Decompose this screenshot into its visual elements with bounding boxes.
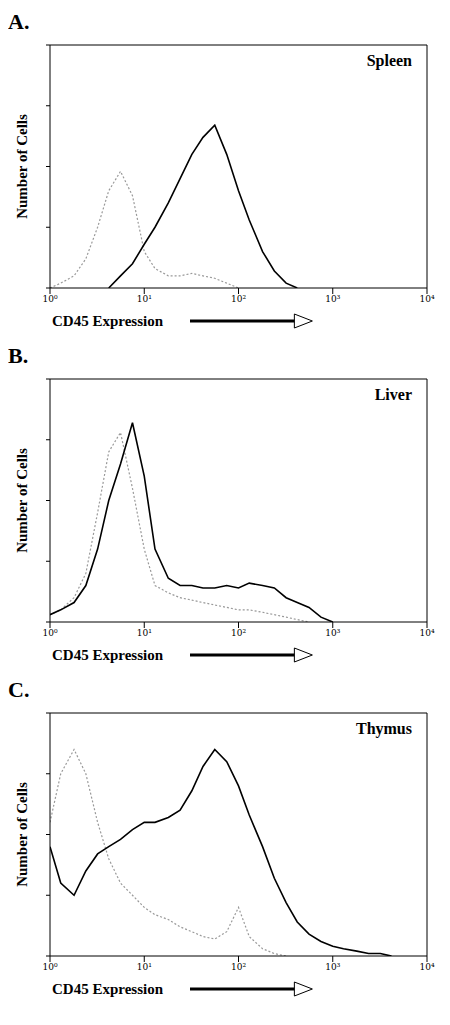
svg-text:10⁰: 10⁰ (42, 962, 57, 972)
svg-text:10⁰: 10⁰ (42, 294, 57, 304)
html-text:Spleen: Spleen (366, 52, 412, 69)
svg-text:Number of Cells: Number of Cells (14, 114, 30, 219)
html-text:C.: C. (8, 677, 30, 702)
svg-text:CD45 Expression: CD45 Expression (52, 647, 164, 663)
html-text:B.: B. (8, 343, 29, 368)
svg-text:10⁰: 10⁰ (42, 628, 57, 638)
svg-text:10⁴: 10⁴ (419, 962, 434, 972)
svg-text:10²: 10² (231, 628, 246, 638)
svg-text:10¹: 10¹ (137, 962, 152, 972)
html-text:A.: A. (8, 9, 30, 34)
html-text:Liver: Liver (374, 386, 412, 403)
svg-text:10³: 10³ (325, 294, 340, 304)
svg-text:10³: 10³ (325, 628, 340, 638)
svg-text:10⁴: 10⁴ (419, 294, 434, 304)
svg-text:10¹: 10¹ (137, 294, 152, 304)
svg-text:CD45 Expression: CD45 Expression (52, 313, 164, 329)
html-text:Thymus: Thymus (356, 720, 412, 737)
svg-text:10²: 10² (231, 294, 246, 304)
svg-text:10³: 10³ (325, 962, 340, 972)
svg-text:Number of Cells: Number of Cells (14, 448, 30, 553)
svg-text:10²: 10² (231, 962, 246, 972)
svg-text:CD45 Expression: CD45 Expression (52, 981, 164, 997)
svg-text:10⁴: 10⁴ (419, 628, 434, 638)
svg-text:Number of Cells: Number of Cells (14, 782, 30, 887)
svg-text:10¹: 10¹ (137, 628, 152, 638)
